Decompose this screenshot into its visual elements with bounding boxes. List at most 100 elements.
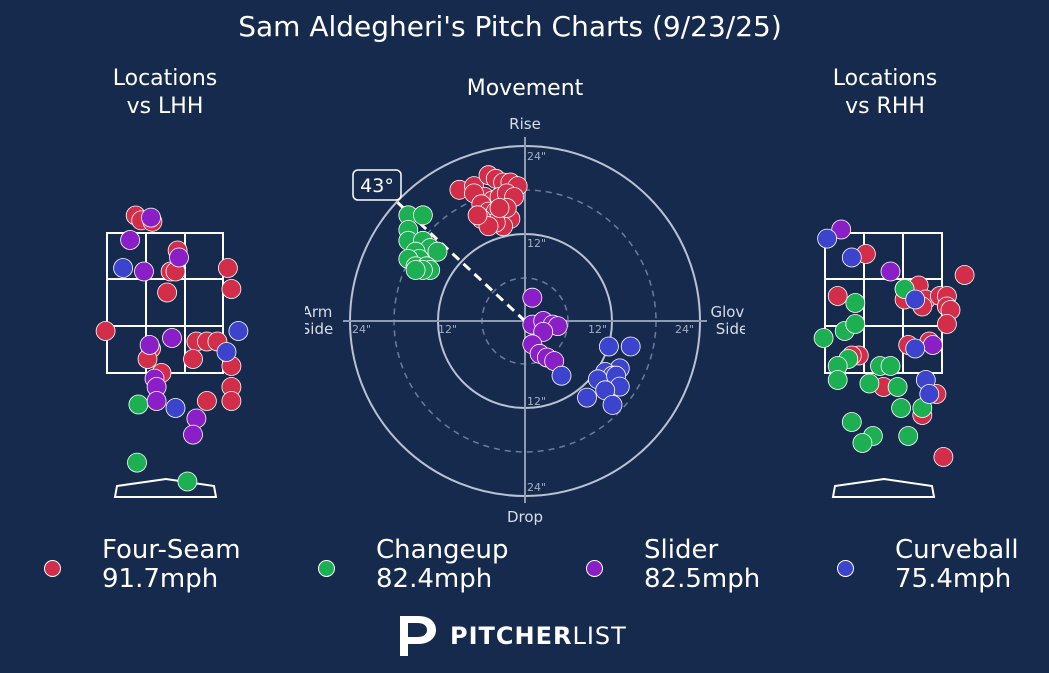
rhh-point-curveball-1 — [841, 247, 862, 268]
rhh-point-changeup-10 — [880, 356, 901, 376]
rhh-point-curveball-0 — [817, 228, 837, 249]
rhh-point-changeup-2 — [813, 328, 834, 348]
legend-changeup-name: Changeup — [376, 535, 509, 565]
legend-changeup-velo: 82.4mph — [376, 564, 493, 594]
ring-tick-labels: 24" 12" 12" 24" 24" 12" 12" 24" — [352, 150, 694, 494]
rhh-point-changeup-11 — [887, 377, 908, 397]
rhh-point-slider-2 — [922, 335, 943, 355]
chart-title: Sam Aldegheri's Pitch Charts (9/23/25) — [238, 10, 782, 43]
rhh-point-four-seam-9 — [954, 265, 975, 285]
lhh-point-four-seam-20 — [221, 279, 242, 299]
tick-right-12: 12" — [588, 323, 607, 336]
legend-dot-four-seam — [44, 560, 61, 577]
rhh-point-curveball-3 — [905, 338, 926, 359]
legend-four-seam-velo: 91.7mph — [102, 564, 219, 594]
lhh-point-slider-0 — [141, 207, 161, 228]
movement-point-slider-0 — [522, 287, 543, 308]
lhh-point-curveball-0 — [113, 258, 133, 278]
rhh-point-changeup-1 — [845, 293, 866, 313]
legend-dot-curveball — [837, 560, 854, 577]
lhh-point-slider-1 — [120, 230, 140, 250]
rhh-point-curveball-5 — [919, 384, 940, 404]
movement-point-curveball-9 — [577, 387, 597, 408]
drop-label: Drop — [507, 508, 543, 526]
legend-four-seam-name: Four-Seam — [102, 535, 241, 565]
rhh-point-changeup-14 — [841, 412, 862, 432]
tick-top-12: 12" — [527, 237, 546, 250]
lhh-point-changeup-2 — [177, 471, 198, 492]
pitcherlist-logo-icon — [400, 616, 436, 656]
lhh-point-slider-4 — [139, 335, 160, 355]
lhh-subtitle: Locations vs LHH — [75, 65, 255, 121]
rhh-home-plate — [831, 477, 936, 498]
logo-word-list: LIST — [572, 622, 627, 650]
lhh-point-slider-3 — [169, 247, 189, 268]
lhh-point-slider-8 — [146, 391, 167, 411]
lhh-point-slider-5 — [162, 328, 182, 348]
movement-subtitle: Movement — [466, 76, 584, 101]
lhh-home-plate — [113, 477, 218, 498]
lhh-point-four-seam-13 — [183, 349, 203, 369]
rhh-point-changeup-4 — [845, 314, 866, 334]
lhh-point-four-seam-19 — [217, 258, 238, 278]
rhh-point-four-seam-20 — [933, 447, 954, 467]
legend-curveball-name: Curveball — [895, 535, 1019, 565]
rhh-point-curveball-2 — [905, 289, 926, 310]
lhh-point-four-seam-7 — [95, 321, 116, 341]
rise-label: Rise — [509, 115, 541, 133]
rhh-subtitle-line2: vs RHH — [845, 94, 925, 119]
movement-point-changeup-6 — [427, 241, 448, 262]
tick-left-24: 24" — [352, 323, 371, 336]
logo-word-pitcher: PITCHER — [450, 622, 573, 650]
movement-point-four-seam-23 — [489, 198, 510, 218]
arm-angle-label: 43° — [360, 175, 394, 197]
glove-side-label-1: Glove — [710, 303, 745, 321]
movement-point-changeup-14 — [405, 260, 426, 280]
rhh-point-changeup-15 — [898, 426, 919, 446]
rhh-point-changeup-17 — [852, 433, 873, 453]
lhh-point-four-seam-18 — [221, 391, 242, 411]
lhh-subtitle-line1: Locations — [112, 66, 218, 91]
lhh-point-curveball-2 — [216, 342, 237, 362]
glove-side-label-2: Side — [716, 320, 745, 338]
movement-point-curveball-11 — [551, 365, 572, 386]
movement-point-curveball-0 — [598, 336, 619, 357]
rhh-location-plot — [813, 219, 975, 498]
lhh-point-changeup-0 — [128, 394, 149, 415]
rhh-point-changeup-7 — [859, 373, 880, 394]
legend-dot-changeup — [318, 560, 335, 577]
tick-top-24: 24" — [527, 150, 546, 163]
rhh-point-four-seam-1 — [827, 286, 848, 306]
lhh-point-slider-2 — [134, 261, 154, 282]
lhh-point-four-seam-17 — [196, 391, 217, 411]
movement-point-curveball-10 — [602, 394, 623, 415]
rhh-subtitle-line1: Locations — [832, 66, 938, 91]
tick-right-24: 24" — [675, 323, 694, 336]
lhh-subtitle-line2: vs LHH — [126, 94, 204, 119]
movement-plot: Rise Drop Arm Side Glove Side 24" 12" 12… — [305, 115, 745, 526]
lhh-location-plot — [95, 205, 249, 498]
legend-dot-slider — [586, 560, 603, 577]
lhh-strike-zone — [106, 232, 224, 374]
lhh-point-four-seam-6 — [157, 282, 177, 303]
lhh-point-slider-10 — [183, 424, 203, 445]
legend-slider-name: Slider — [644, 535, 719, 565]
rhh-point-changeup-12 — [891, 398, 911, 418]
arm-side-label-1: Arm — [305, 303, 332, 321]
lhh-point-curveball-1 — [228, 321, 249, 341]
legend-curveball-velo: 75.4mph — [895, 564, 1012, 594]
tick-bottom-24: 24" — [527, 481, 546, 494]
legend-slider-velo: 82.5mph — [644, 564, 761, 594]
rhh-point-four-seam-12 — [936, 314, 957, 334]
movement-point-curveball-1 — [620, 336, 641, 357]
movement-point-four-seam-24 — [467, 205, 488, 226]
arm-angle-badge: 43° — [352, 169, 402, 201]
movement-point-changeup-1 — [413, 205, 433, 226]
tick-bottom-12: 12" — [527, 395, 546, 408]
lhh-point-slider-9 — [186, 408, 207, 429]
rhh-point-changeup-8 — [827, 370, 848, 390]
lhh-point-changeup-1 — [127, 452, 147, 473]
rhh-subtitle: Locations vs RHH — [795, 65, 975, 121]
lhh-point-curveball-3 — [165, 398, 186, 418]
tick-left-12: 12" — [438, 323, 457, 336]
